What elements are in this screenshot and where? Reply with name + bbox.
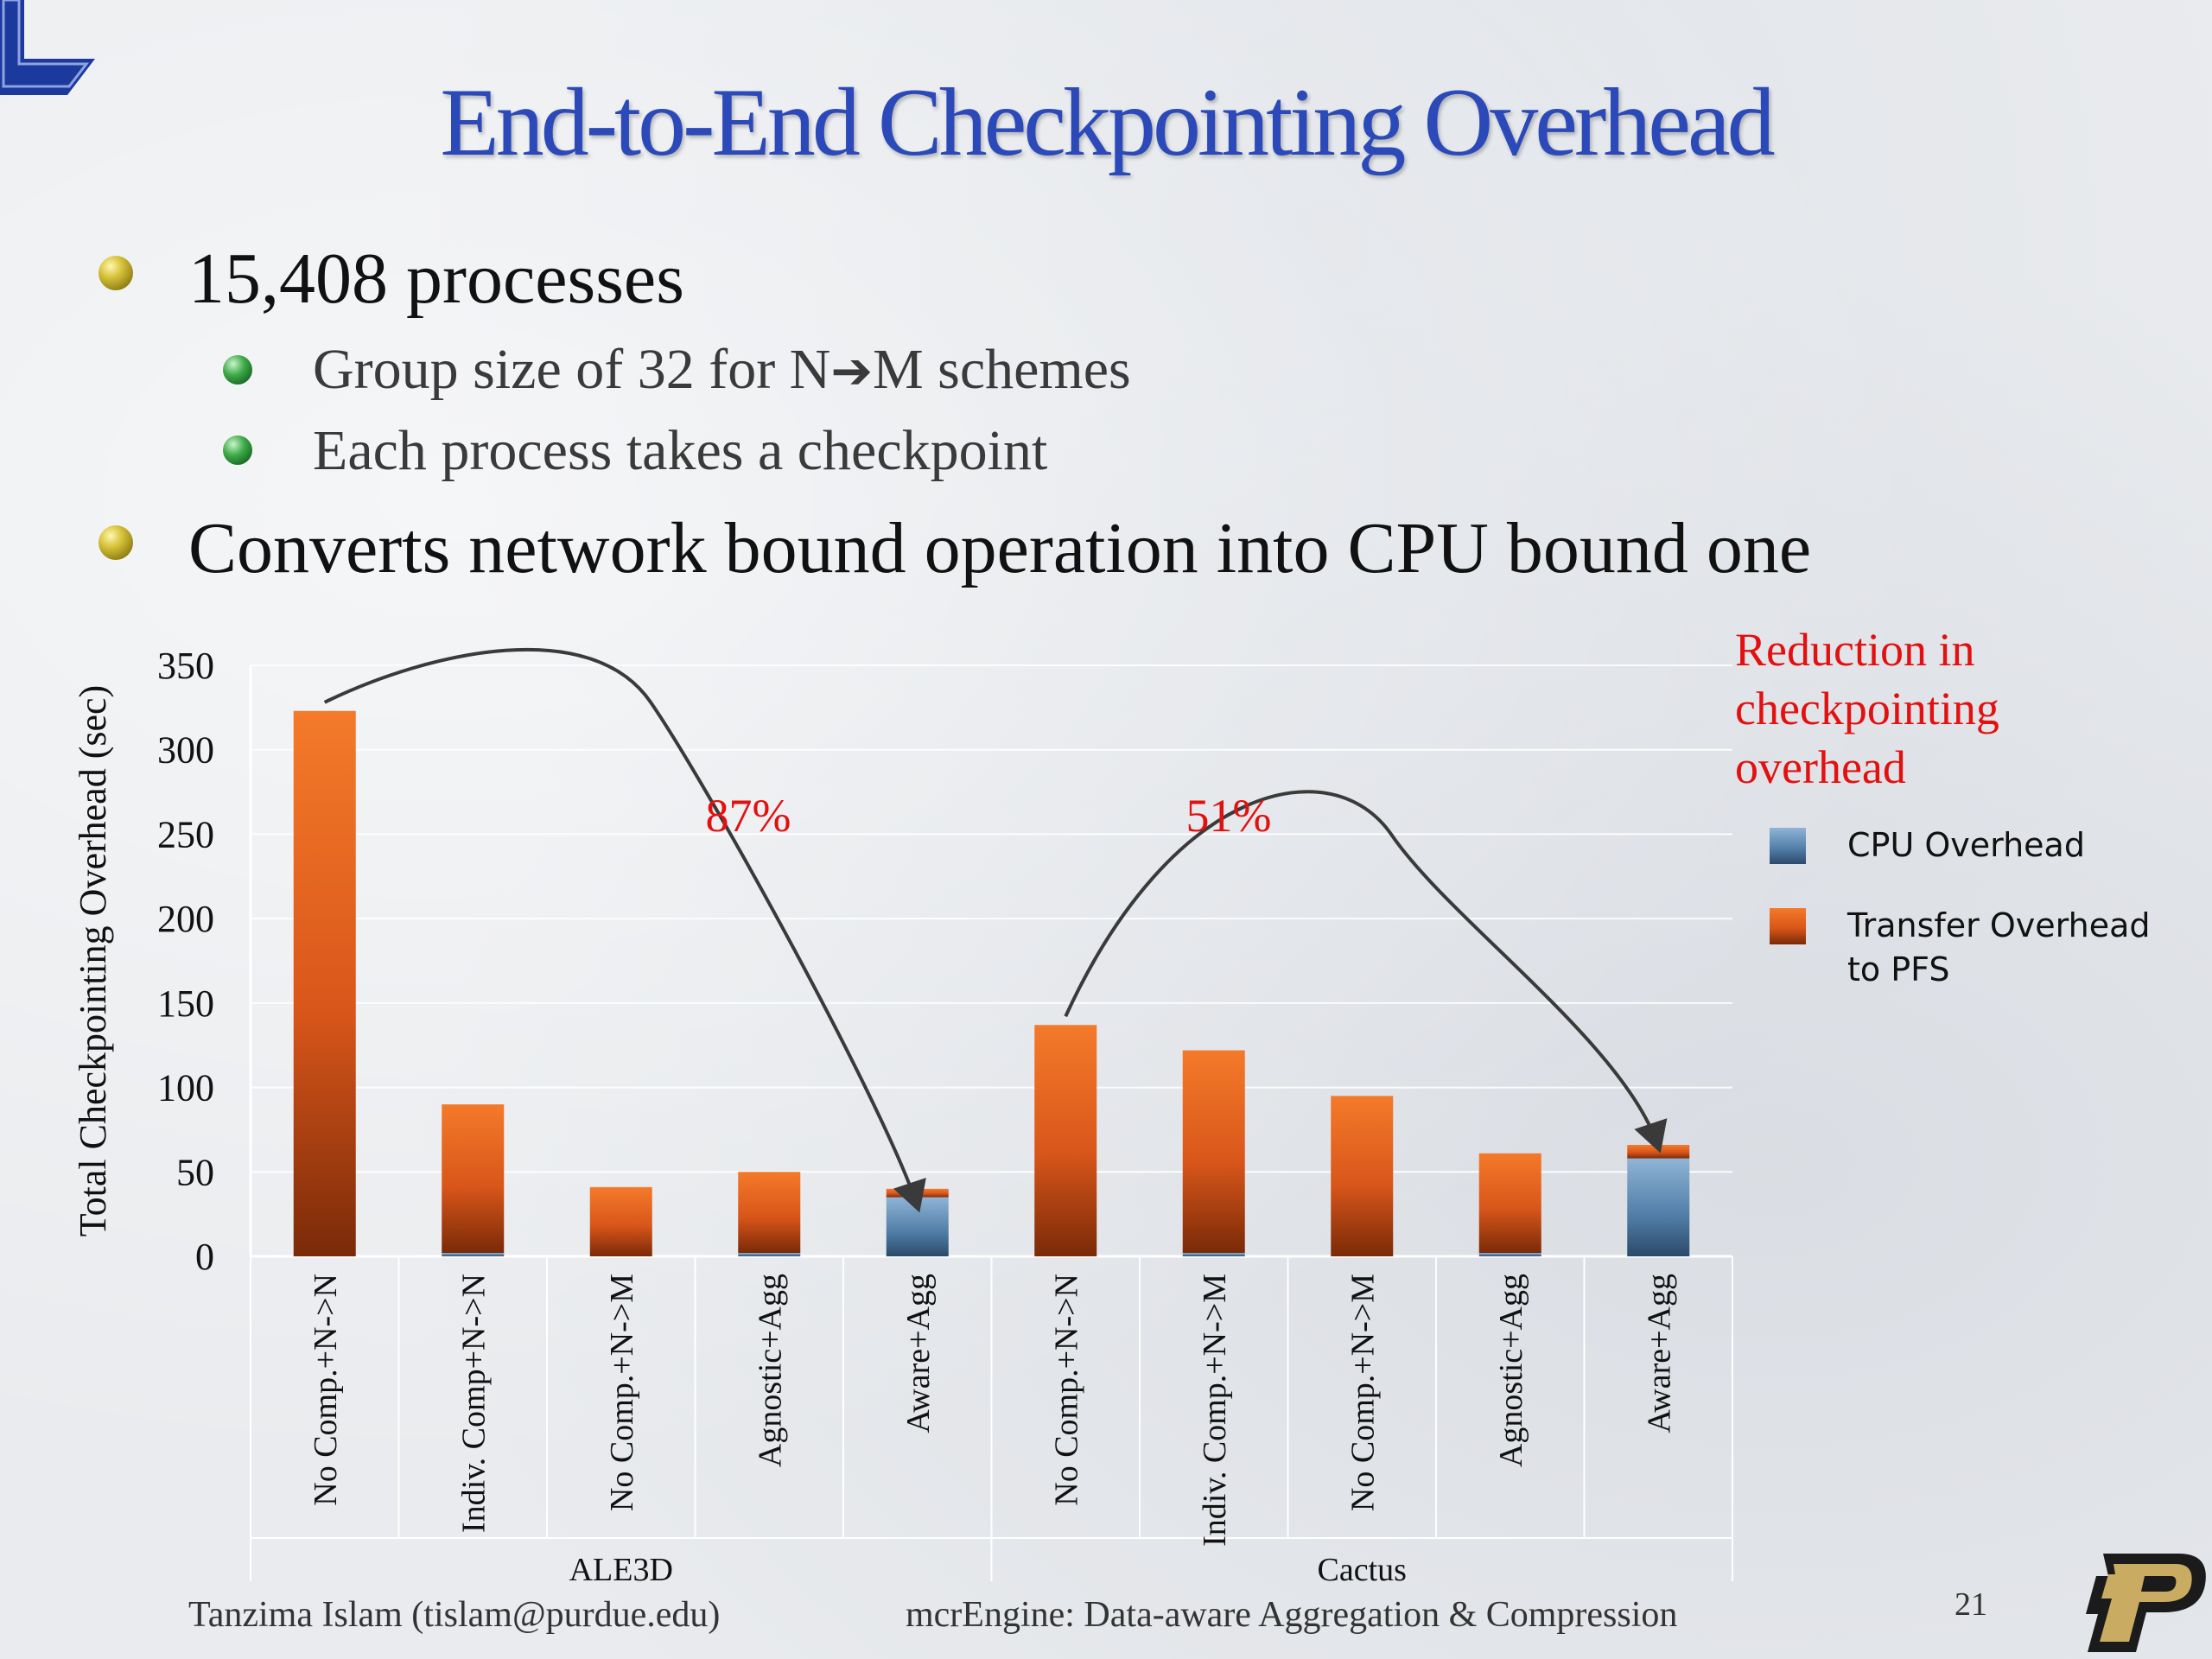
legend-label: to PFS xyxy=(1847,950,1949,988)
y-tick-label: 200 xyxy=(157,898,214,940)
y-tick-label: 250 xyxy=(157,813,214,855)
cpu-overhead-bar xyxy=(1478,1253,1541,1256)
x-category-label: Aware+Agg xyxy=(900,1274,937,1433)
x-category-label: No Comp.+N->N xyxy=(308,1274,344,1506)
x-category-label: Indiv. Comp+N->N xyxy=(455,1274,492,1533)
reduction-percent-label: 51% xyxy=(1186,790,1272,842)
y-tick-label: 50 xyxy=(176,1151,214,1193)
reduction-note-line: overhead xyxy=(1735,741,1906,793)
y-tick-label: 300 xyxy=(157,729,214,772)
purdue-logo xyxy=(2086,1554,2206,1652)
slide-title: End-to-End Checkpointing Overhead xyxy=(440,69,1775,176)
cpu-overhead-bar xyxy=(442,1253,505,1256)
transfer-overhead-bar xyxy=(886,1188,949,1198)
bullet-text: 15,408 processes xyxy=(188,238,684,319)
reduction-note-line: checkpointing xyxy=(1735,683,1999,734)
transfer-overhead-bar xyxy=(589,1186,652,1256)
sub-bullet-text: Group size of 32 for N➔M schemes xyxy=(313,338,1131,401)
corner-logo-mark xyxy=(0,0,95,95)
transfer-overhead-bar xyxy=(1182,1050,1245,1254)
y-tick-label: 0 xyxy=(195,1236,214,1278)
reduction-percent-label: 87% xyxy=(706,790,791,842)
transfer-overhead-bar xyxy=(442,1104,505,1254)
x-category-label: Agnostic+Agg xyxy=(1493,1274,1529,1467)
cpu-overhead-bar xyxy=(1182,1253,1245,1256)
sub-bullet-text: Each process takes a checkpoint xyxy=(313,419,1048,482)
legend-swatch xyxy=(1770,828,1806,864)
sub-bullet-icon xyxy=(223,435,252,465)
cpu-overhead-bar xyxy=(738,1253,801,1256)
x-category-label: Indiv. Comp.+N->M xyxy=(1197,1274,1233,1547)
bullet-icon xyxy=(99,256,133,290)
reduction-note-line: Reduction in xyxy=(1735,624,1974,676)
x-category-label: No Comp.+N->M xyxy=(1344,1274,1381,1511)
x-category-label: Aware+Agg xyxy=(1641,1274,1677,1433)
x-category-label: No Comp.+N->M xyxy=(604,1274,640,1511)
group-label: ALE3D xyxy=(569,1552,673,1588)
transfer-overhead-bar xyxy=(293,710,356,1256)
y-axis-title: Total Checkpointing Overhead (sec) xyxy=(72,685,114,1236)
transfer-overhead-bar xyxy=(1478,1153,1541,1254)
transfer-overhead-bar xyxy=(1627,1145,1690,1159)
sub-bullet-icon xyxy=(223,355,252,385)
footer-title: mcrEngine: Data-aware Aggregation & Comp… xyxy=(906,1595,1678,1635)
y-tick-label: 350 xyxy=(157,645,214,687)
bullet-icon xyxy=(99,525,133,560)
x-category-label: Agnostic+Agg xyxy=(752,1274,788,1467)
reduction-arrow xyxy=(323,647,926,1213)
cpu-overhead-bar xyxy=(1627,1158,1690,1256)
bullet-text: Converts network bound operation into CP… xyxy=(188,508,1812,588)
transfer-overhead-bar xyxy=(738,1172,801,1254)
y-tick-label: 100 xyxy=(157,1067,214,1109)
legend-label: CPU Overhead xyxy=(1847,826,2085,864)
legend-swatch xyxy=(1770,908,1806,944)
x-category-label: No Comp.+N->N xyxy=(1048,1274,1084,1506)
reduction-arrow xyxy=(1064,790,1668,1154)
cpu-overhead-bar xyxy=(886,1197,949,1256)
arrow-right-icon: ➔ xyxy=(830,341,873,400)
transfer-overhead-bar xyxy=(1331,1096,1394,1256)
footer-author: Tanzima Islam (tislam@purdue.edu) xyxy=(188,1595,721,1635)
legend-label: Transfer Overhead xyxy=(1847,906,2150,944)
group-label: Cactus xyxy=(1318,1552,1407,1588)
y-tick-label: 150 xyxy=(157,982,214,1025)
transfer-overhead-bar xyxy=(1034,1025,1097,1256)
page-number: 21 xyxy=(1955,1586,1987,1623)
